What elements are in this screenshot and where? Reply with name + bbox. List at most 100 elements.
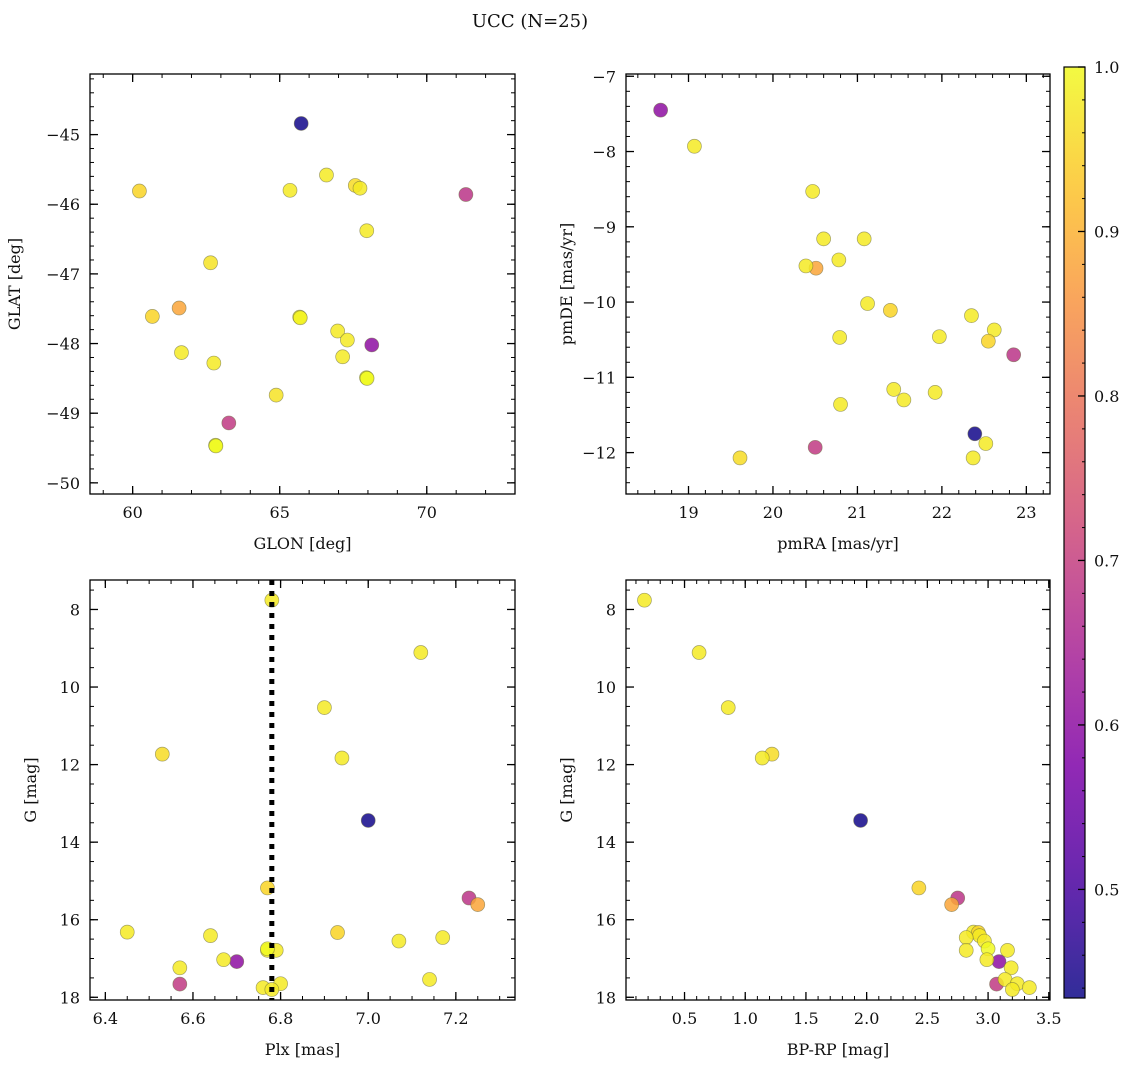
x-tick-label: 1.0 [733,1009,758,1028]
y-tick-label: 16 [60,911,80,930]
scatter-point [754,750,770,766]
scatter-point [132,183,147,199]
colorbar-tick-label: 0.8 [1094,387,1119,406]
scatter-point [203,255,218,271]
x-tick-label: 3.5 [1036,1009,1061,1028]
colorbar-gradient [1063,66,1086,999]
scatter-point [687,138,702,154]
scatter-point [413,645,429,660]
scatter-point [720,700,736,715]
scatter-point [958,930,974,945]
scatter-point [172,976,188,992]
scatter-point [1003,960,1019,976]
scatter-point [203,928,218,943]
scatter-point [944,897,959,912]
x-axis-label: pmRA [mas/yr] [777,534,899,553]
subplot-2: 19 20 21 22 23 −12 −11 −10 −9 −8 −7 pmRA [mas/yr] pm… [557,67,1051,553]
scatter-point [319,167,334,183]
x-tick-label: 0.5 [672,1009,697,1028]
scatter-point [435,930,451,945]
y-tick-label: −50 [46,474,80,493]
x-tick-label: 6.8 [268,1009,293,1028]
scatter-points [132,116,474,454]
y-tick-label: 18 [596,988,616,1007]
scatter-point [208,438,224,454]
scatter-point [330,323,345,339]
axes-frame [89,73,516,495]
scatter-point [221,415,237,431]
y-tick-label: 12 [60,756,80,775]
scatter-point [979,952,995,968]
scatter-point [883,302,898,318]
scatter-point [978,436,994,451]
scatter-points [637,592,1037,997]
scatter-point [853,813,868,828]
x-tick-label: 60 [122,503,142,522]
scatter-point [391,933,407,949]
x-tick-label: 65 [270,503,290,522]
scatter-point [360,813,376,828]
scatter-point [470,897,486,912]
x-tick-label: 6.6 [180,1009,205,1028]
y-tick-label: −46 [46,195,80,214]
scatter-point [831,252,847,268]
scatter-point [1022,980,1037,995]
y-tick-label: 16 [596,911,616,930]
y-tick-label: 8 [70,600,80,619]
scatter-point [1005,982,1020,997]
scatter-point [359,223,375,239]
scatter-point [911,880,927,896]
x-tick-label: 2.5 [915,1009,940,1028]
scatter-point [653,102,668,118]
scatter-point [967,426,983,442]
scatter-point [172,960,188,976]
x-axis-label: Plx [mas] [265,1040,340,1059]
colorbar-tick-label: 0.9 [1094,222,1119,241]
scatter-point [896,392,912,408]
scatter-point [732,450,748,466]
scatter-point [965,450,981,466]
colorbar-tick-label: 0.6 [1094,716,1119,735]
scatter-point [927,385,943,400]
scatter-point [352,180,368,196]
y-axis-label: GLAT [deg] [5,238,24,330]
scatter-point [364,337,380,353]
scatter-point [229,954,245,969]
y-tick-label: −7 [592,67,616,86]
y-tick-label: 8 [606,600,616,619]
y-tick-label: 10 [60,678,80,697]
axes-frame [89,579,516,1001]
scatter-point [359,371,375,386]
scatter-point [980,333,996,349]
scatter-point [798,258,814,274]
scatter-point [805,184,821,199]
scatter-point [334,750,350,766]
scatter-point [282,182,298,198]
scatter-point [340,332,355,348]
y-axis-label: G [mag] [557,757,576,822]
scatter-point [886,382,902,397]
y-tick-label: −12 [582,444,616,463]
scatter-point [174,345,189,360]
y-tick-label: −8 [592,143,616,162]
scatter-point [860,296,875,311]
scatter-point [958,943,974,958]
y-tick-label: −10 [582,293,616,312]
x-tick-label: 20 [763,503,783,522]
scatter-point [171,300,187,316]
scatter-point [816,231,831,247]
scatter-point [268,387,284,403]
x-tick-label: 2.0 [854,1009,879,1028]
scatter-point [1006,347,1022,363]
subplot-3: 6.4 6.6 6.8 7.0 7.2 8 10 12 14 16 18 Plx [mas] G [ma… [21,579,516,1059]
x-tick-label: 23 [1016,503,1036,522]
y-tick-label: −11 [582,368,616,387]
scatter-point [317,700,332,715]
y-axis-label: G [mag] [21,757,40,822]
x-axis-label: BP-RP [mag] [787,1040,889,1059]
y-tick-label: −47 [46,265,80,284]
y-tick-label: −45 [46,126,80,145]
colorbar-tick-label: 0.7 [1094,551,1119,570]
scatter-point [637,592,652,608]
